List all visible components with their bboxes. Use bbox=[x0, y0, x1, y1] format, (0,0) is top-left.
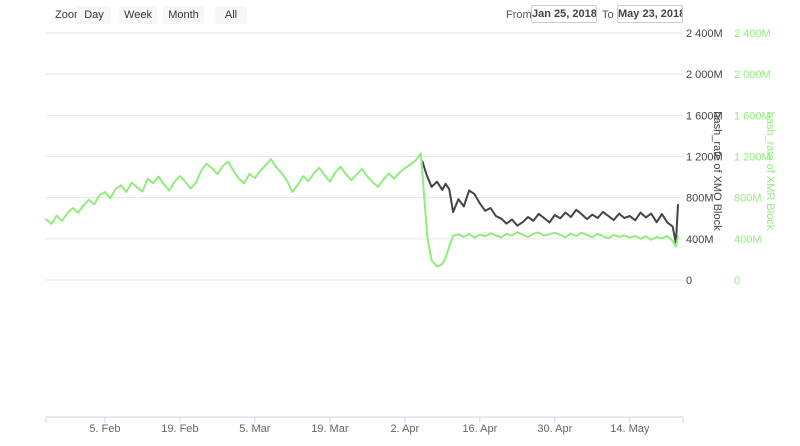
zoom-button-month[interactable]: Month bbox=[163, 6, 204, 24]
y-axis-label-xmo: 800M bbox=[686, 193, 714, 205]
y-axis-label-xmr: 0 bbox=[734, 275, 740, 287]
y-axis-label-xmo: 0 bbox=[686, 275, 692, 287]
y-axis-label-xmr: 2 400M bbox=[734, 28, 771, 40]
x-axis-label: 19. Feb bbox=[161, 423, 198, 435]
zoom-label: Zoom bbox=[55, 9, 84, 21]
series-line-xmr[interactable] bbox=[45, 152, 679, 268]
x-axis-label: 14. May bbox=[610, 423, 650, 435]
y-axis-title-xmr: hash_rate of XMR Block bbox=[764, 111, 776, 231]
series-line-xmo[interactable] bbox=[421, 160, 679, 244]
y-axis-label-xmr: 800M bbox=[734, 193, 762, 205]
y-axis-title-xmo: hash_rate of XMO Block bbox=[711, 111, 723, 231]
y-axis-label-xmo: 2 000M bbox=[686, 69, 723, 81]
x-axis-label: 16. Apr bbox=[462, 423, 497, 435]
from-label: From bbox=[506, 9, 532, 21]
to-date-input[interactable] bbox=[617, 5, 683, 23]
x-axis-label: 30. Apr bbox=[537, 423, 572, 435]
x-axis-label: 5. Feb bbox=[89, 423, 120, 435]
x-axis-label: 2. Apr bbox=[390, 423, 419, 435]
zoom-button-day[interactable]: Day bbox=[77, 6, 111, 24]
zoom-button-all[interactable]: All bbox=[215, 6, 247, 24]
x-axis-label: 5. Mar bbox=[239, 423, 271, 435]
y-axis-label-xmo: 2 400M bbox=[686, 28, 723, 40]
y-axis-label-xmr: 400M bbox=[734, 234, 762, 246]
y-axis-label-xmo: 400M bbox=[686, 234, 714, 246]
from-date-input[interactable] bbox=[531, 5, 597, 23]
to-label: To bbox=[602, 9, 614, 21]
y-axis-label-xmr: 2 000M bbox=[734, 69, 771, 81]
zoom-button-week[interactable]: Week bbox=[119, 6, 157, 24]
x-axis-label: 19. Mar bbox=[311, 423, 349, 435]
